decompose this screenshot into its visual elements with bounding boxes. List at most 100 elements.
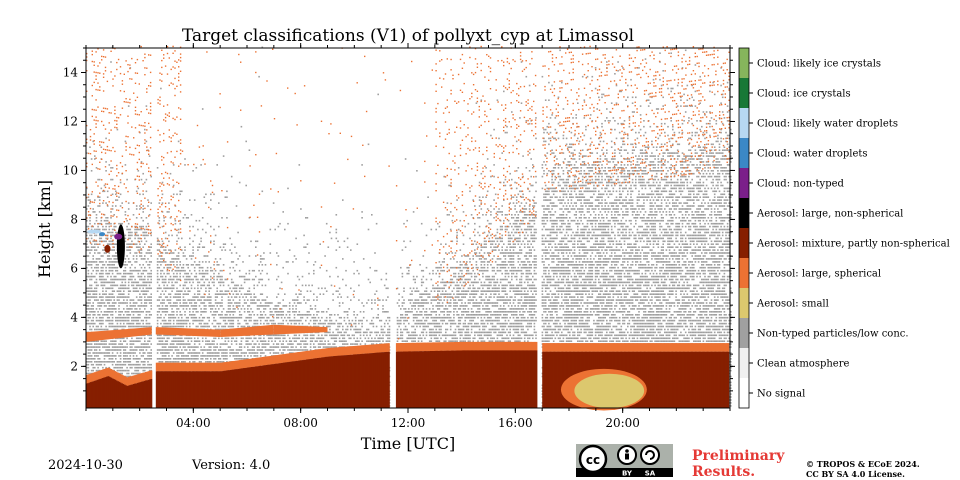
non-typed-particle-point [158,202,161,204]
non-typed-particle-point [206,316,209,319]
non-typed-particle-point [110,266,112,269]
non-typed-particle-point [129,343,132,345]
non-typed-particle-point [224,343,227,345]
non-typed-particle-point [179,219,181,222]
non-typed-particle-point [182,361,185,363]
non-typed-particle-point [306,314,309,316]
non-typed-particle-point [113,305,115,307]
non-typed-particle-point [253,352,255,354]
non-typed-particle-point [232,308,235,310]
non-typed-particle-point [198,343,201,345]
non-typed-particle-point [234,290,236,292]
non-typed-particle-point [219,281,222,284]
non-typed-particle-point [205,325,207,328]
non-typed-particle-point [111,361,114,363]
non-typed-particle-point [240,308,243,310]
non-typed-particle-point [222,349,225,351]
non-typed-particle-point [229,249,231,251]
non-typed-particle-point [195,296,198,298]
non-typed-particle-point [137,314,140,316]
non-typed-particle-point [203,272,206,275]
non-typed-particle-point [205,358,207,360]
non-typed-particle-point [106,217,109,219]
non-typed-particle-point [261,349,264,351]
non-typed-particle-point [87,358,90,360]
non-typed-particle-point [121,222,123,225]
non-typed-particle-point [308,252,310,254]
non-typed-particle-point [216,275,218,278]
non-typed-particle-point [195,325,198,328]
non-typed-particle-point [208,281,210,284]
non-typed-particle-point [148,311,151,313]
non-typed-particle-point [108,228,111,231]
non-typed-particle-point [182,299,185,301]
non-typed-particle-point [135,255,138,257]
non-typed-particle-point [216,296,218,298]
non-typed-particle-point [187,266,189,269]
non-typed-particle-point [115,328,117,331]
non-typed-particle-point [126,296,128,298]
non-typed-particle-point [90,346,93,348]
non-typed-particle-point [276,296,278,298]
non-typed-particle-point [116,299,119,301]
non-typed-particle-point [113,278,115,281]
non-typed-particle-point [182,308,185,310]
non-typed-particle-point [185,281,188,284]
non-typed-particle-point [111,240,114,243]
non-typed-particle-point [92,211,94,213]
non-typed-particle-point [222,281,225,284]
non-typed-particle-point [127,358,130,360]
non-typed-particle-point [127,316,130,319]
non-typed-particle-point [221,316,223,319]
non-typed-particle-point [158,340,161,342]
non-typed-particle-point [266,349,268,351]
non-typed-particle-point [267,334,270,337]
non-typed-particle-point [218,358,220,360]
non-typed-particle-point [111,228,114,231]
non-typed-particle-point [184,246,186,248]
non-typed-particle-point [108,343,111,345]
non-typed-particle-point [192,255,194,257]
non-typed-particle-point [102,284,104,287]
non-typed-particle-point [177,358,180,360]
non-typed-particle-point [218,352,220,354]
non-typed-particle-point [90,170,93,172]
non-typed-particle-point [106,258,109,260]
non-typed-particle-point [309,290,312,292]
non-typed-particle-point [264,349,267,351]
non-typed-particle-point [164,261,167,263]
non-typed-particle-point [129,252,132,254]
non-typed-particle-point [132,281,135,284]
non-typed-particle-point [111,178,114,181]
non-typed-particle-point [126,219,128,222]
non-typed-particle-point [229,314,231,316]
non-typed-particle-point [219,322,222,325]
non-typed-particle-point [301,284,304,287]
non-typed-particle-point [119,366,122,369]
non-typed-particle-point [115,325,117,328]
non-typed-particle-point [87,314,90,316]
non-typed-particle-point [211,352,214,354]
non-typed-particle-point [116,269,119,272]
non-typed-particle-point [245,322,247,325]
non-typed-particle-point [206,352,209,354]
non-typed-particle-point [182,217,185,219]
non-typed-particle-point [221,325,223,328]
non-typed-particle-point [111,255,114,257]
non-typed-particle-point [250,319,252,322]
non-typed-particle-point [214,234,217,237]
non-typed-particle-point [198,290,201,292]
non-typed-particle-point [110,340,112,342]
non-typed-particle-point [277,305,280,307]
non-typed-particle-point [211,314,214,316]
non-typed-particle-point [187,217,189,219]
non-typed-particle-point [135,252,138,254]
non-typed-particle-point [197,290,199,292]
non-typed-particle-point [132,372,135,375]
non-typed-particle-point [193,199,196,201]
non-typed-particle-point [226,290,228,292]
non-typed-particle-point [197,281,199,284]
non-typed-particle-point [176,343,178,345]
non-typed-particle-point [292,349,294,351]
non-typed-particle-point [181,349,183,351]
